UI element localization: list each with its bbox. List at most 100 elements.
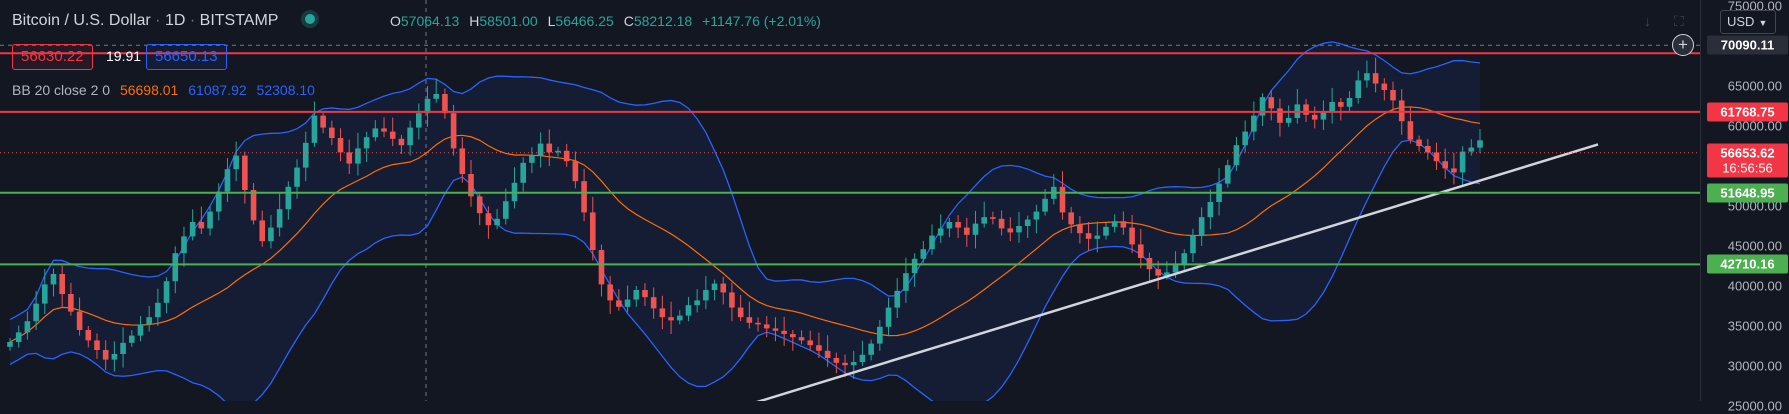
chart-area[interactable] (0, 0, 1700, 412)
candle-body (920, 249, 927, 259)
candle-body (276, 209, 283, 228)
candle-body (476, 196, 483, 214)
candle-body (1181, 253, 1188, 266)
candle-body (224, 169, 231, 192)
candle-body (416, 113, 422, 128)
bb-legend[interactable]: BB 20 close 2 0 56698.01 61087.92 52308.… (12, 82, 315, 98)
candle-body (485, 213, 492, 226)
market-status-icon (304, 14, 315, 24)
arrow-down-icon[interactable]: ↓ (1644, 13, 1651, 29)
candle-body (189, 222, 196, 237)
candle-body (381, 128, 387, 132)
candle-body (24, 321, 31, 333)
ohlc-readout: O57064.13 H58501.00 L56466.25 C58212.18 … (390, 13, 821, 29)
y-tick-label: 35000.00 (1727, 318, 1782, 334)
interval[interactable]: 1D (164, 12, 186, 29)
candle-body (59, 274, 65, 294)
candle-body (1329, 102, 1335, 112)
candle-body (972, 223, 979, 235)
symbol-title[interactable]: Bitcoin / U.S. Dollar · 1D · BITSTAMP (12, 12, 315, 30)
candle-body (659, 308, 666, 318)
candle-body (433, 94, 440, 99)
candle-body (737, 307, 744, 318)
candle-body (163, 281, 170, 303)
candle-body (685, 305, 692, 316)
y-tick-label: 30000.00 (1727, 358, 1782, 374)
candle-body (642, 290, 648, 298)
change-value: +1147.76 (+2.01%) (702, 13, 821, 29)
currency-selector[interactable]: USD ▼ (1720, 10, 1776, 34)
candle-body (711, 283, 718, 290)
high-value: 58501.00 (479, 13, 538, 29)
candle-body (720, 283, 727, 293)
candle-body (1251, 115, 1257, 132)
candle-body (450, 113, 457, 149)
candle-body (1268, 97, 1275, 109)
candle-body (537, 143, 544, 156)
candle-body (546, 143, 553, 153)
candle-body (598, 250, 605, 285)
candle-body (15, 332, 22, 342)
price-chart[interactable] (0, 0, 1700, 412)
chevron-down-icon: ▼ (1758, 18, 1768, 28)
candle-body (1320, 111, 1327, 120)
candle-body (1390, 90, 1396, 101)
price-axis[interactable]: 75000.0065000.0060000.0055000.0050000.00… (1700, 0, 1789, 414)
candle-body (1303, 104, 1309, 115)
candle-body (668, 317, 674, 321)
candle-body (894, 290, 901, 308)
candle-body (1259, 97, 1266, 116)
crosshair-price-label: 70090.11 (1707, 35, 1788, 55)
candle-body (694, 300, 700, 306)
bb-basis-line (9, 106, 1481, 343)
candle-body (729, 292, 735, 308)
candle-body (1198, 217, 1205, 236)
candle-body (1077, 224, 1083, 234)
candle-body (763, 324, 770, 329)
candle-body (1425, 146, 1431, 153)
candle-body (1277, 108, 1283, 123)
candle-body (198, 222, 205, 229)
candle-body (137, 324, 144, 336)
add-alert-button[interactable]: + (1672, 34, 1694, 56)
candle-body (1007, 228, 1014, 233)
candle-body (1433, 152, 1440, 162)
candle-body (1468, 147, 1475, 152)
candle-body (1451, 168, 1457, 173)
candle-body (320, 115, 326, 128)
bb-name: BB 20 close 2 0 (12, 82, 111, 98)
candle-body (1242, 131, 1248, 146)
candle-body (633, 290, 640, 300)
buy-button[interactable]: 56650.13 (146, 44, 227, 70)
candle-body (102, 350, 109, 360)
symbol-name[interactable]: Bitcoin / U.S. Dollar (12, 12, 151, 29)
candle-body (363, 137, 370, 149)
candle-body (581, 181, 587, 213)
support-label-1: 51648.95 (1707, 183, 1788, 203)
candle-body (572, 161, 579, 182)
candle-body (616, 300, 622, 307)
sell-button[interactable]: 56630.22 (12, 44, 93, 70)
candle-body (877, 326, 883, 344)
candle-body (1338, 102, 1344, 107)
candle-body (1398, 100, 1405, 122)
y-tick-label: 60000.00 (1727, 118, 1782, 134)
candle-body (1346, 98, 1353, 107)
candle-body (111, 354, 118, 360)
candle-body (250, 190, 257, 221)
candle-body (459, 148, 466, 174)
candle-body (146, 317, 152, 325)
candle-body (1016, 226, 1022, 233)
candle-body (1407, 121, 1414, 140)
candle-body (937, 228, 944, 236)
candle-body (398, 138, 405, 146)
candle-body (1442, 161, 1449, 169)
fullscreen-icon[interactable]: ⛶ (1674, 13, 1684, 29)
candle-body (703, 290, 709, 301)
low-value: 56466.25 (555, 13, 614, 29)
candle-body (311, 115, 318, 143)
candle-body (181, 236, 187, 254)
candle-body (259, 220, 266, 242)
candle-body (424, 98, 431, 114)
candle-body (1033, 211, 1040, 220)
